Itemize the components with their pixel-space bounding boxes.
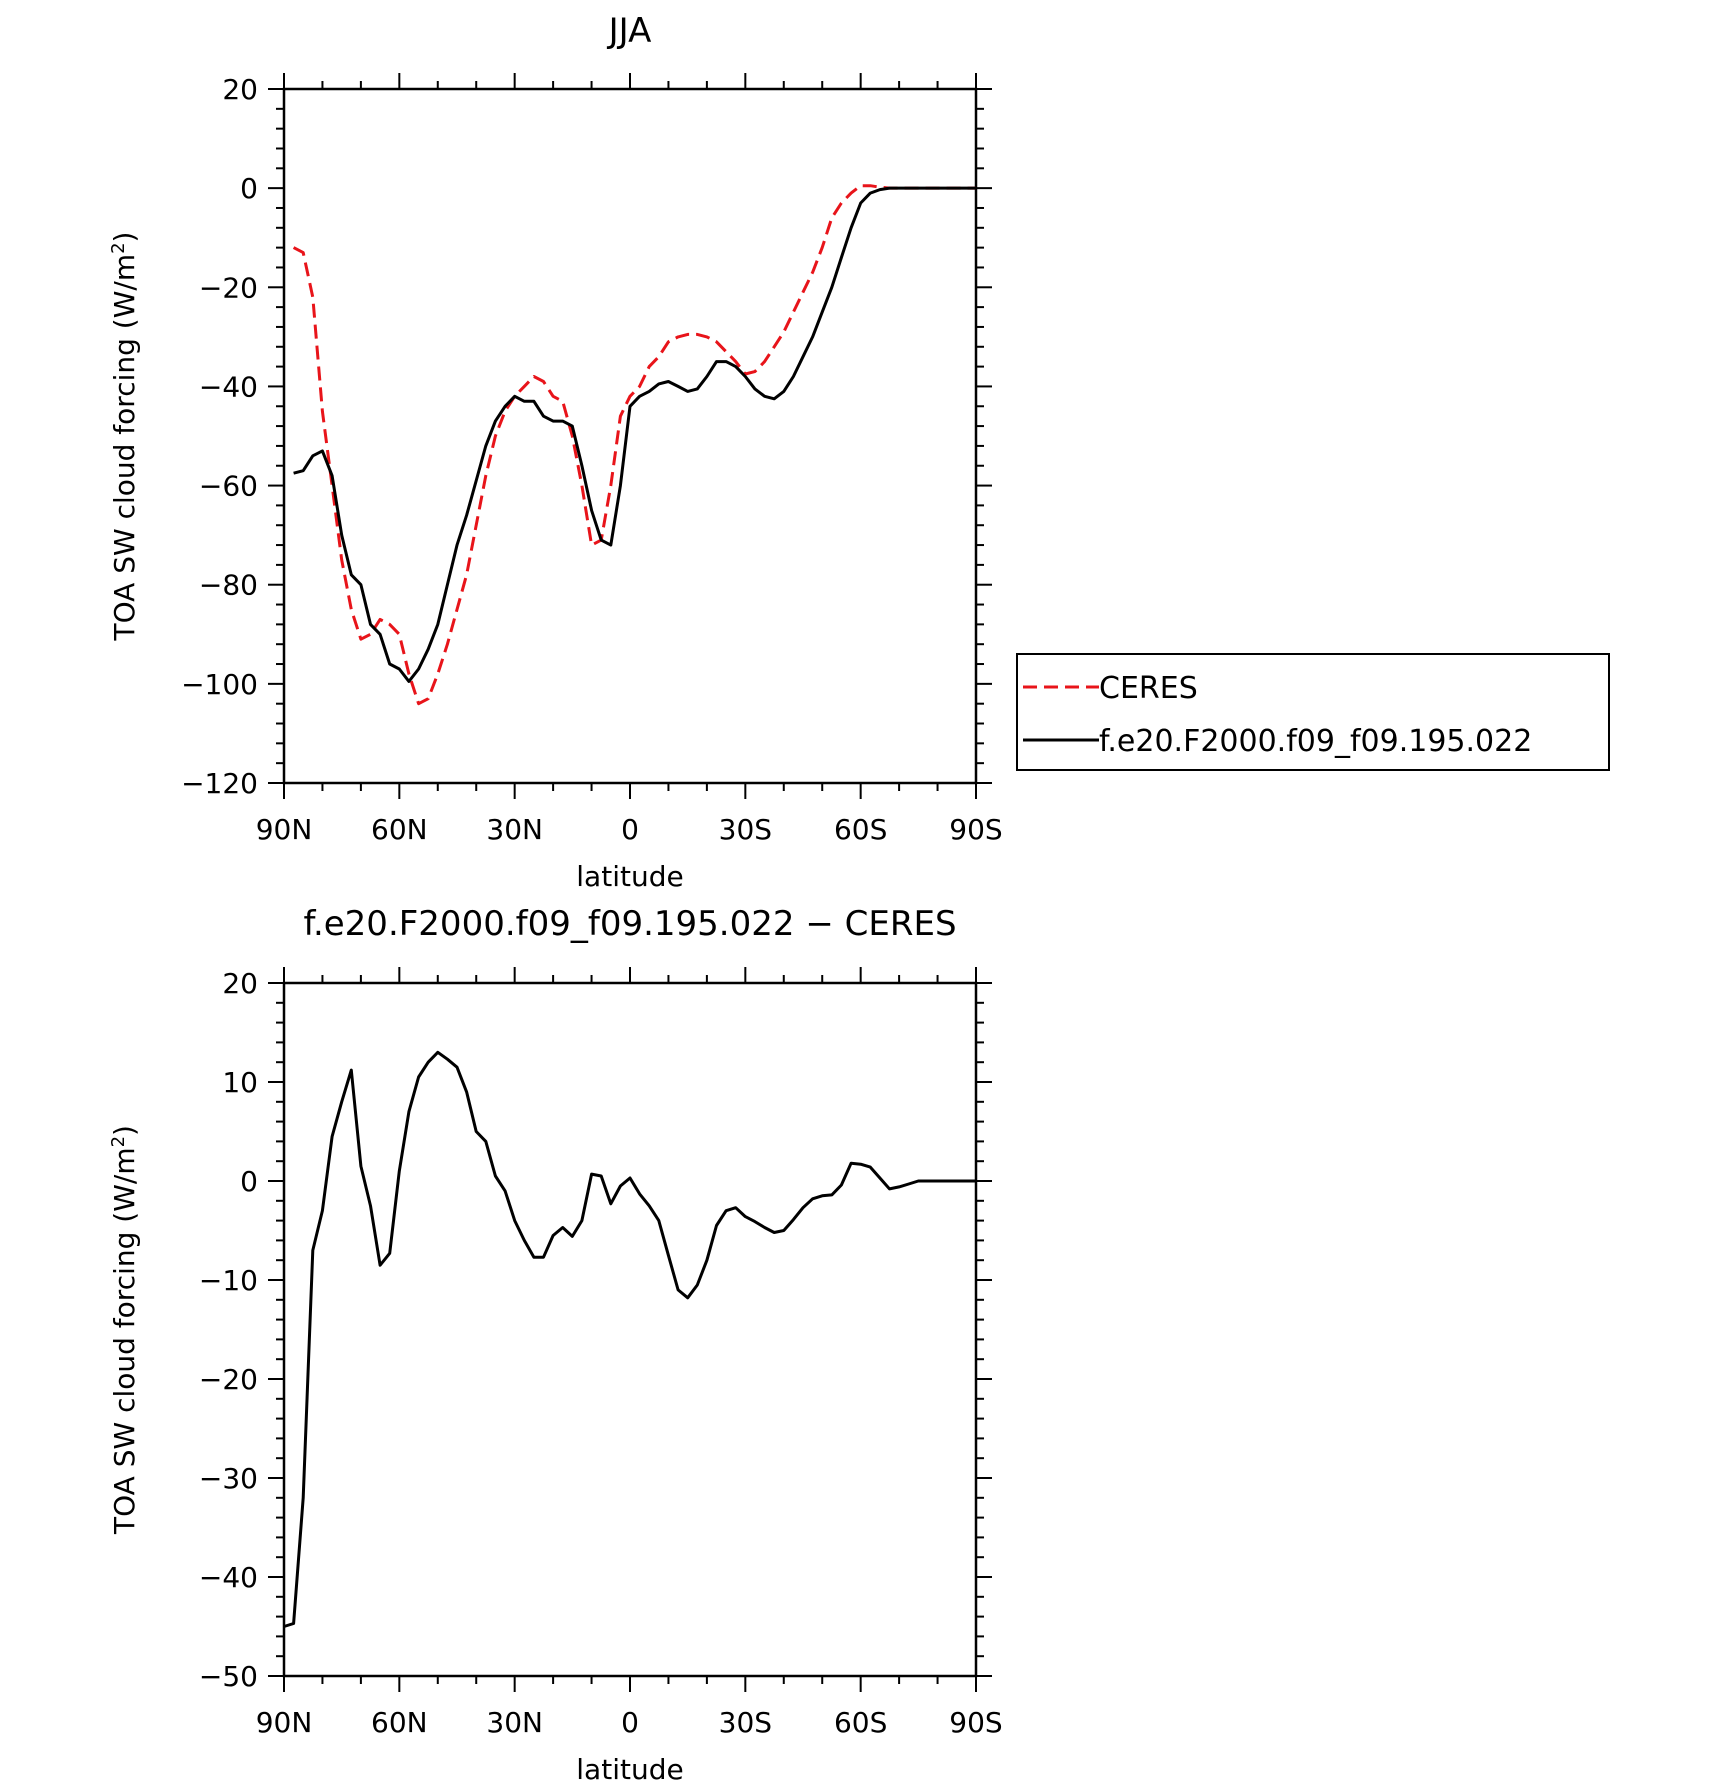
x-tick-label: 30S xyxy=(719,813,772,846)
y-axis-title: TOA SW cloud forcing (W/m2) xyxy=(108,232,141,642)
x-axis-title: latitude xyxy=(576,1753,683,1783)
x-tick-label: 90N xyxy=(256,813,313,846)
y-axis-title-end: ) xyxy=(108,232,141,243)
y-tick-label: −60 xyxy=(199,470,258,503)
chart-2: f.e20.F2000.f09_f09.195.022 − CERES20100… xyxy=(108,904,1003,1783)
plot-frame xyxy=(282,981,978,1678)
y-tick-label: −40 xyxy=(199,1561,258,1594)
x-tick-label: 60N xyxy=(371,813,428,846)
x-tick-label: 30N xyxy=(486,813,543,846)
y-tick-label: −30 xyxy=(199,1462,258,1495)
x-tick-label: 90S xyxy=(949,813,1002,846)
y-tick-label: −120 xyxy=(181,767,258,800)
y-axis-title-superscript: 2 xyxy=(108,242,129,253)
chart-1: JJA 20 0 −20 −40 −60 −80 −100 −120 90N 60N 30N 0 30S 6… xyxy=(108,11,1610,893)
x-tick-label: 30N xyxy=(486,1706,543,1739)
y-tick-label: 20 xyxy=(222,73,258,106)
y-tick-label: 0 xyxy=(240,172,258,205)
x-tick-label: 90S xyxy=(949,1706,1002,1739)
legend-label: CERES xyxy=(1099,671,1198,706)
y-axis-title-superscript: 2 xyxy=(108,1136,129,1147)
y-tick-label: −20 xyxy=(199,1363,258,1396)
series-line-1 xyxy=(283,1050,976,1628)
x-tick-label: 60S xyxy=(834,813,887,846)
legend-label: f.e20.F2000.f09_f09.195.022 xyxy=(1099,724,1532,759)
y-tick-label: −40 xyxy=(199,370,258,403)
y-tick-label: 0 xyxy=(240,1165,258,1198)
x-tick-label: 90N xyxy=(256,1706,313,1739)
x-tick-label: 0 xyxy=(621,1706,639,1739)
y-tick-label: −80 xyxy=(199,569,258,602)
y-axis-title: TOA SW cloud forcing (W/m2) xyxy=(108,1125,141,1535)
x-tick-label: 60N xyxy=(371,1706,428,1739)
x-tick-label: 30S xyxy=(719,1706,772,1739)
legend: CERES f.e20.F2000.f09_f09.195.022 xyxy=(1016,653,1610,771)
chart-title: JJA xyxy=(607,11,652,51)
series-line-1 xyxy=(292,184,976,706)
x-axis-title: latitude xyxy=(576,860,683,893)
y-tick-label: −20 xyxy=(199,271,258,304)
legend-box xyxy=(1016,653,1610,771)
y-tick-label: 10 xyxy=(222,1066,258,1099)
y-tick-label: −100 xyxy=(181,668,258,701)
y-tick-label: −10 xyxy=(199,1264,258,1297)
y-axis-title-end: ) xyxy=(108,1125,141,1136)
series-line-2 xyxy=(293,186,976,683)
y-axis-title-main: TOA SW cloud forcing (W/m xyxy=(108,1147,141,1535)
x-tick-label: 60S xyxy=(834,1706,887,1739)
y-axis-title-main: TOA SW cloud forcing (W/m xyxy=(108,254,141,642)
x-tick-label: 0 xyxy=(621,813,639,846)
y-tick-label: 20 xyxy=(222,967,258,1000)
chart-title: f.e20.F2000.f09_f09.195.022 − CERES xyxy=(303,904,956,944)
y-tick-label: −50 xyxy=(199,1660,258,1693)
